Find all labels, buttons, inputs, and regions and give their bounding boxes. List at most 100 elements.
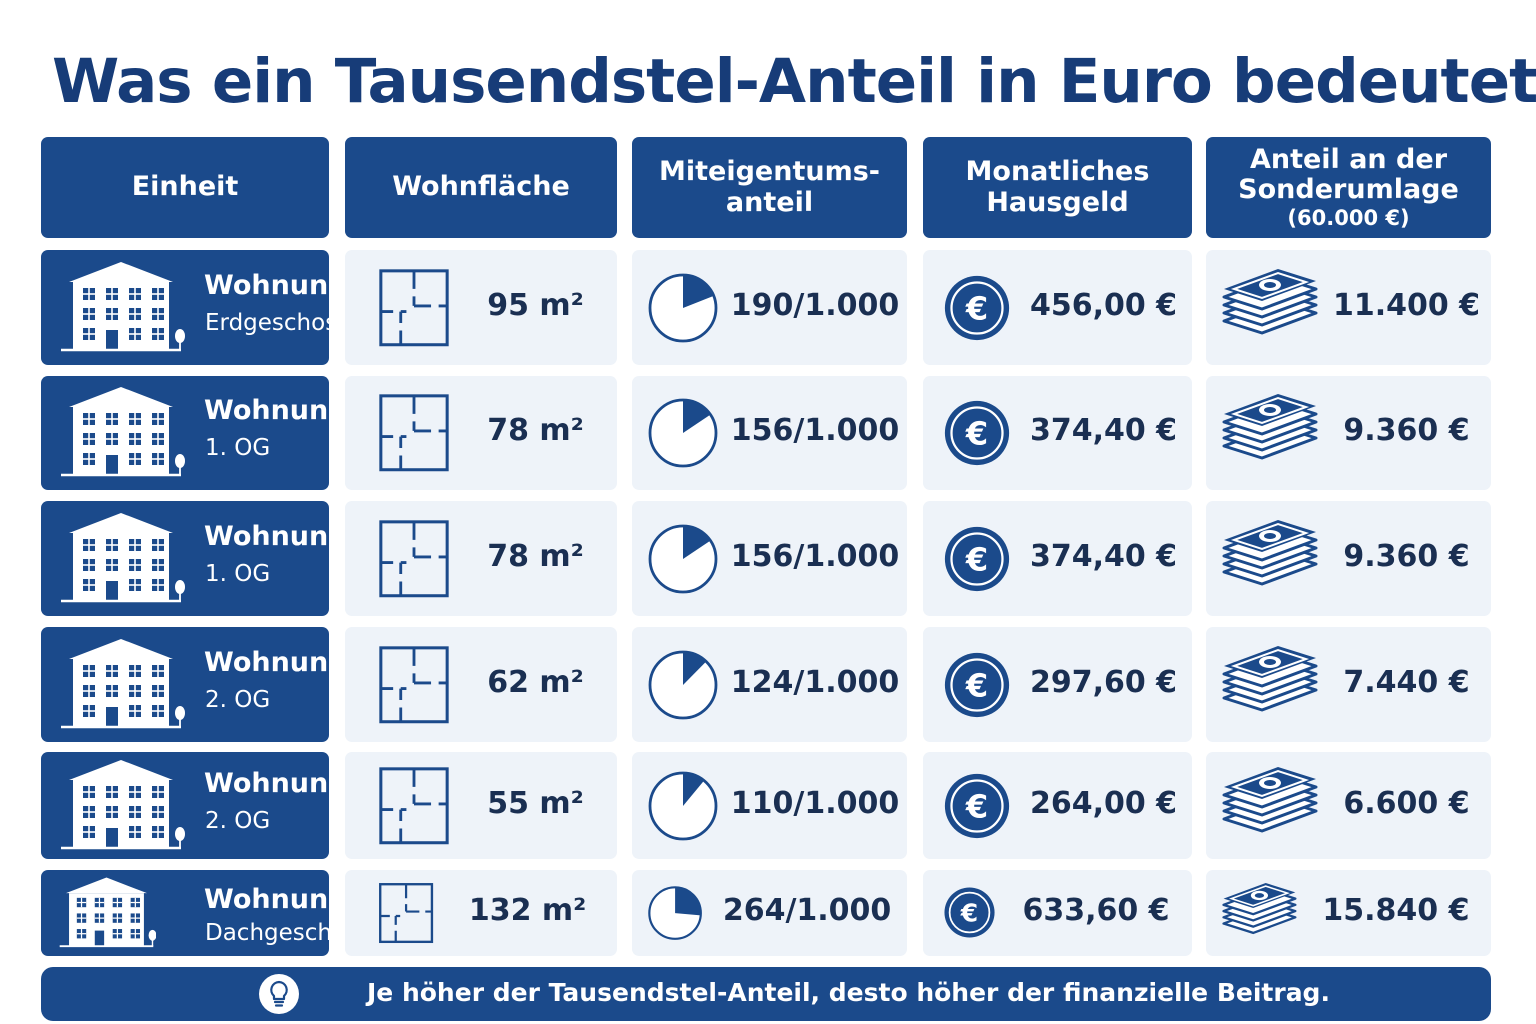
- page-title: Was ein Tausendstel-Anteil in Euro bedeu…: [52, 46, 1536, 117]
- hausgeld-cell: €374,40 €: [923, 501, 1192, 616]
- unit-floor: Dachgeschoss: [205, 920, 371, 946]
- area-cell-icon-wrap: [378, 393, 450, 477]
- hausgeld-cell-icon-wrap: €: [943, 886, 996, 943]
- share-cell: 110/1.000: [632, 752, 907, 859]
- area-cell: 95 m²: [345, 250, 617, 365]
- euro-coin-icon: €: [944, 652, 1010, 717]
- header-label: Miteigentums-: [659, 156, 880, 188]
- share-slice: [683, 525, 711, 559]
- pie-chart-icon: [648, 886, 702, 940]
- unit-floor: 1. OG: [205, 560, 271, 587]
- share-cell-icon-wrap: [647, 272, 719, 348]
- value-sonderumlage: 15.840 €: [1322, 893, 1470, 928]
- unit-cell: Wohnung 5 2. OG: [41, 752, 376, 859]
- share-cell: 190/1.000: [632, 250, 907, 365]
- unit-floor: 1. OG: [205, 435, 271, 461]
- header-label: Wohnfläche: [392, 171, 570, 203]
- value-hausgeld: 633,60 €: [1022, 893, 1170, 928]
- svg-text:€: €: [960, 899, 978, 928]
- value-share: 190/1.000: [730, 287, 900, 323]
- footer-note: Je höher der Tausendstel-Anteil, desto h…: [41, 967, 1491, 1021]
- apartment-building-icon: [59, 877, 157, 947]
- value-share: 156/1.000: [730, 538, 900, 574]
- hausgeld-cell-icon-wrap: €: [943, 274, 1011, 346]
- svg-text:€: €: [965, 289, 988, 327]
- area-cell: 78 m²: [345, 501, 617, 616]
- pie-chart-icon: [648, 524, 718, 593]
- hausgeld-cell: €633,60 €: [923, 870, 1192, 956]
- share-cell-icon-wrap: [647, 397, 719, 473]
- hausgeld-cell-icon-wrap: €: [943, 525, 1011, 597]
- money-stack-icon: [1222, 645, 1318, 711]
- value-hausgeld: 297,60 €: [1029, 664, 1178, 700]
- share-slice: [683, 274, 714, 308]
- share-cell: 124/1.000: [632, 627, 907, 742]
- share-cell: 156/1.000: [632, 501, 907, 616]
- sonderumlage-cell-icon-wrap: [1222, 645, 1318, 728]
- euro-coin-icon: €: [944, 887, 995, 939]
- svg-text:€: €: [965, 666, 988, 704]
- value-hausgeld: 374,40 €: [1029, 538, 1178, 574]
- area-cell-icon-wrap: [378, 645, 450, 729]
- unit-cell: Wohnung 1 Erdgeschoss: [41, 250, 376, 365]
- sonderumlage-cell: 11.400 €: [1206, 250, 1491, 365]
- share-slice: [683, 651, 707, 685]
- euro-coin-icon: €: [944, 275, 1010, 340]
- value-share: 124/1.000: [730, 664, 900, 700]
- apartment-building-icon: [61, 759, 185, 849]
- value-hausgeld: 264,00 €: [1029, 785, 1178, 821]
- value-share: 110/1.000: [730, 785, 900, 821]
- svg-text:€: €: [965, 787, 988, 825]
- value-sonderumlage: 11.400 €: [1332, 287, 1481, 323]
- money-stack-icon: [1222, 394, 1318, 460]
- header-label: Monatliches: [965, 156, 1150, 188]
- sonderumlage-cell-icon-wrap: [1222, 882, 1297, 948]
- money-stack-icon: [1222, 268, 1318, 334]
- share-slice: [675, 887, 701, 916]
- value-sonderumlage: 7.440 €: [1343, 664, 1470, 700]
- svg-text:€: €: [965, 540, 988, 578]
- sonderumlage-cell-icon-wrap: [1222, 268, 1318, 351]
- euro-coin-icon: €: [944, 526, 1010, 591]
- share-cell-icon-wrap: [647, 770, 719, 846]
- apartment-building-icon: [61, 387, 185, 477]
- money-stack-icon: [1222, 882, 1297, 934]
- hausgeld-cell: €456,00 €: [923, 250, 1192, 365]
- apartment-building-icon: [61, 638, 185, 728]
- floor-plan-icon: [379, 766, 449, 844]
- share-cell: 156/1.000: [632, 376, 907, 490]
- sonderumlage-cell-icon-wrap: [1222, 394, 1318, 476]
- value-hausgeld: 456,00 €: [1029, 287, 1178, 323]
- value-area: 78 m²: [487, 538, 584, 574]
- header-wohnflaeche: Wohnfläche: [345, 137, 617, 238]
- share-cell-icon-wrap: [647, 885, 703, 945]
- floor-plan-icon: [379, 882, 434, 943]
- value-hausgeld: 374,40 €: [1029, 413, 1178, 448]
- value-area: 132 m²: [468, 893, 587, 928]
- header-sublabel: (60.000 €): [1287, 205, 1410, 230]
- pie-chart-icon: [648, 771, 718, 840]
- pie-chart-icon: [648, 398, 718, 468]
- header-sonderumlage: Anteil an der Sonderumlage (60.000 €): [1206, 137, 1491, 238]
- floor-plan-icon: [379, 519, 449, 597]
- share-slice: [683, 772, 705, 806]
- header-miteigentumsanteil: Miteigentums-anteil: [632, 137, 907, 238]
- share-cell-icon-wrap: [647, 649, 719, 725]
- header-label: Einheit: [131, 171, 239, 203]
- apartment-building-icon: [61, 512, 185, 602]
- unit-floor: 2. OG: [205, 807, 271, 834]
- area-cell: 62 m²: [345, 627, 617, 742]
- value-area: 62 m²: [487, 664, 584, 700]
- share-cell-icon-wrap: [647, 523, 719, 599]
- money-stack-icon: [1222, 766, 1318, 832]
- unit-cell: Wohnung 6 Dachgeschoss: [41, 870, 376, 956]
- value-share: 156/1.000: [730, 413, 900, 448]
- money-stack-icon: [1222, 519, 1318, 585]
- value-sonderumlage: 9.360 €: [1343, 538, 1470, 574]
- hausgeld-cell: €374,40 €: [923, 376, 1192, 490]
- hausgeld-cell-icon-wrap: €: [943, 399, 1011, 471]
- header-einheit: Einheit: [41, 137, 329, 238]
- svg-text:€: €: [965, 414, 988, 452]
- unit-cell: Wohnung 4 2. OG: [41, 627, 376, 742]
- value-sonderumlage: 6.600 €: [1343, 785, 1470, 821]
